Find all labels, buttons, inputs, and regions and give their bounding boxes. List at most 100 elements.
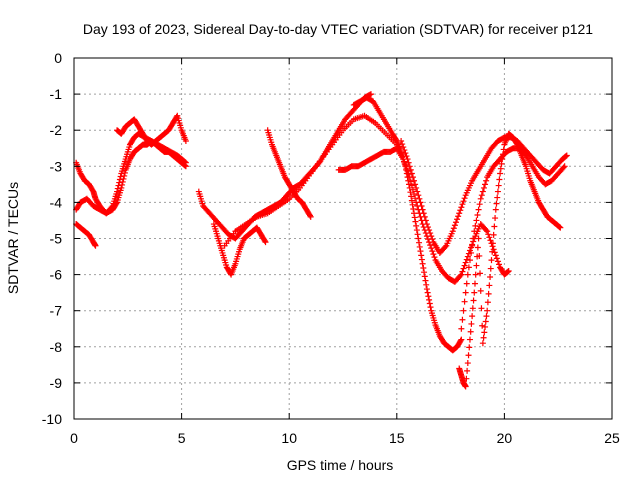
data-point: [477, 287, 484, 294]
x-axis-title: GPS time / hours: [287, 457, 394, 473]
series-sat-i: [335, 145, 512, 285]
data-point: [426, 227, 433, 234]
data-point: [473, 217, 480, 224]
data-point: [426, 300, 433, 307]
data-point: [404, 174, 411, 181]
data-point: [116, 176, 123, 183]
data-point: [482, 323, 489, 330]
data-point: [414, 188, 421, 195]
data-point: [405, 177, 412, 184]
data-point: [182, 159, 189, 166]
data-point: [486, 234, 493, 241]
series-sat-b: [73, 221, 99, 249]
data-point: [490, 231, 497, 238]
data-point: [431, 254, 438, 261]
data-point: [561, 163, 568, 170]
data-point: [477, 270, 484, 277]
data-point: [307, 212, 314, 219]
data-point: [563, 153, 570, 160]
data-point: [521, 151, 528, 158]
data-point: [422, 277, 429, 284]
data-point: [557, 224, 564, 231]
data-point: [429, 236, 436, 243]
x-tick-label: 15: [389, 430, 405, 446]
data-point: [419, 206, 426, 213]
data-point: [484, 299, 491, 306]
data-point: [452, 219, 459, 226]
data-point: [415, 192, 422, 199]
data-point: [460, 307, 467, 314]
data-point: [486, 282, 493, 289]
data-point: [408, 170, 415, 177]
data-point: [498, 160, 505, 167]
data-point: [495, 182, 502, 189]
data-point: [496, 261, 503, 268]
data-point: [408, 193, 415, 200]
data-point: [478, 192, 485, 199]
series-sat-m: [458, 145, 568, 332]
data-point: [261, 237, 268, 244]
data-point: [487, 274, 494, 281]
data-point: [117, 173, 124, 180]
data-point: [465, 264, 472, 271]
data-point: [398, 138, 405, 145]
data-point: [407, 189, 414, 196]
data-point: [307, 213, 314, 220]
data-point: [418, 203, 425, 210]
data-point: [474, 212, 481, 219]
data-point: [492, 215, 499, 222]
data-point: [425, 293, 432, 300]
data-point: [407, 166, 414, 173]
data-point: [494, 188, 501, 195]
data-point: [504, 268, 511, 275]
data-point: [413, 222, 420, 229]
y-tick-label: -3: [50, 158, 63, 174]
y-tick-label: -1: [50, 86, 63, 102]
data-point: [461, 262, 468, 269]
data-point: [423, 286, 430, 293]
data-point: [411, 210, 418, 217]
data-point: [459, 201, 466, 208]
data-point: [417, 199, 424, 206]
data-point: [423, 221, 430, 228]
data-point: [461, 195, 468, 202]
y-axis-title: SDTVAR / TECUs: [5, 182, 21, 294]
data-point: [560, 164, 567, 171]
data-point: [472, 271, 479, 278]
data-point: [399, 141, 406, 148]
x-tick-label: 25: [604, 430, 620, 446]
data-point: [474, 244, 481, 251]
data-point: [458, 204, 465, 211]
data-point: [409, 174, 416, 181]
data-point: [492, 252, 499, 259]
data-point: [477, 195, 484, 202]
data-point: [479, 340, 486, 347]
data-point: [418, 252, 425, 259]
data-point: [462, 383, 469, 390]
data-point: [414, 231, 421, 238]
data-point: [418, 256, 425, 263]
data-point: [426, 296, 433, 303]
data-point: [457, 207, 464, 214]
data-point: [421, 213, 428, 220]
data-point: [416, 239, 423, 246]
data-point: [419, 260, 426, 267]
data-point: [455, 213, 462, 220]
x-tick-label: 0: [70, 430, 78, 446]
data-point: [476, 201, 483, 208]
data-point: [494, 258, 501, 265]
data-point: [461, 298, 468, 305]
data-point: [496, 176, 503, 183]
data-point: [421, 269, 428, 276]
data-point: [466, 257, 473, 264]
data-point: [479, 322, 486, 329]
data-point: [422, 217, 429, 224]
data-point: [403, 170, 410, 177]
data-point: [410, 206, 417, 213]
data-point: [114, 188, 121, 195]
x-tick-label: 5: [178, 430, 186, 446]
data-point: [468, 249, 475, 256]
grid: [74, 58, 612, 419]
y-tick-label: 0: [54, 50, 62, 66]
data-point: [424, 289, 431, 296]
